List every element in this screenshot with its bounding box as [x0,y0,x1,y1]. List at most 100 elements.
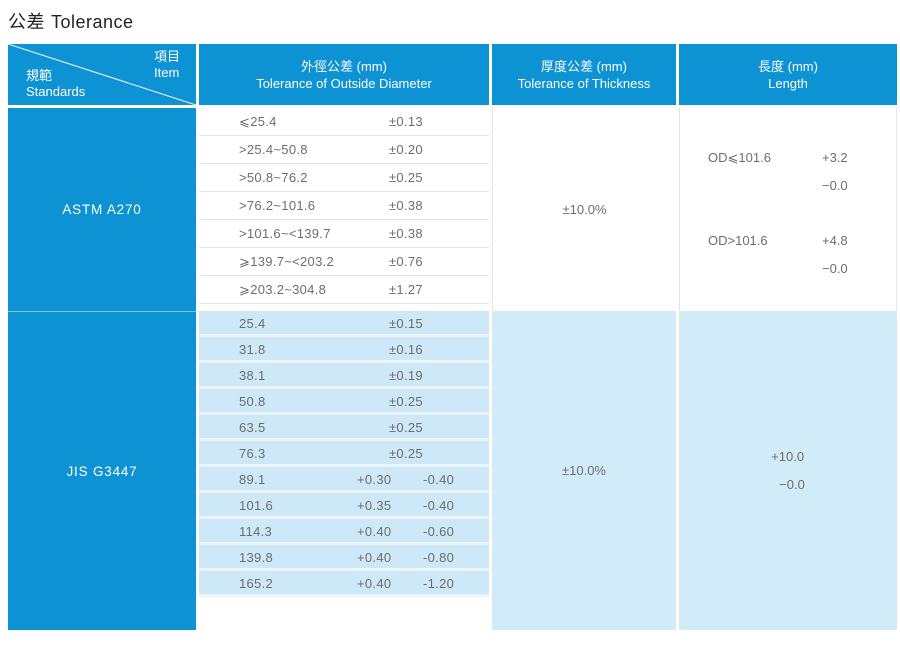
od-tolerance-value: ±0.25 [389,394,423,409]
header-item-en: Item [153,65,180,80]
header-thickness-column: 厚度公差 (mm) Tolerance of Thickness [492,44,676,105]
od-row: ⩽25.4 ±0.13 [199,108,489,136]
length-tolerance-jis: +10.0 −0.0 [771,443,805,499]
od-row: >76.2~101.6 ±0.38 [199,192,489,220]
od-tolerance-minus: -1.20 [423,576,455,591]
od-tolerance-value: ±0.38 [389,198,423,213]
thickness-value-jis: ±10.0% [562,463,606,478]
od-row: 38.1 ±0.19 [199,363,489,389]
od-tolerance-plus: +0.40 [357,550,392,565]
od-row: 31.8 ±0.16 [199,337,489,363]
od-tolerance-minus: -0.40 [423,472,455,487]
diagonal-divider-line [8,44,196,105]
header-item-label: 項目 Item [154,49,180,81]
od-range-value: 89.1 [239,472,266,487]
header-thickness-en: Tolerance of Thickness [517,75,651,91]
od-tolerance-minus: -0.40 [423,498,455,513]
page-title: 公差 Tolerance [8,8,140,34]
header-length-zh: 長度 (mm) [758,58,818,74]
header-od-column: 外徑公差 (mm) Tolerance of Outside Diameter [199,44,489,105]
header-od-en: Tolerance of Outside Diameter [256,75,432,91]
od-tolerance-plus: +0.40 [357,576,392,591]
od-tolerance-minus: -0.80 [423,550,455,565]
od-tolerance-value: ±0.76 [389,254,423,269]
header-standards-en: Standards [26,84,86,99]
od-tolerance-value: ±0.25 [389,420,423,435]
od-range-value: >76.2~101.6 [239,198,316,213]
od-range-value: 63.5 [239,420,266,435]
od-row: 50.8 ±0.25 [199,389,489,415]
od-tolerance-value: ±0.13 [389,114,423,129]
od-tolerance-plus: +0.35 [357,498,392,513]
thickness-cell-jis: ±10.0% [492,311,676,630]
od-range-value: 165.2 [239,576,274,591]
header-corner-cell: 項目 Item 規範 Standards [8,44,196,105]
length-cell-jis: +10.0 −0.0 [679,311,897,630]
length-minus-value: −0.0 [779,476,805,492]
od-range-value: >25.4~50.8 [239,142,308,157]
od-tolerance-value: ±0.15 [389,316,423,331]
od-tolerance-value: ±0.25 [389,170,423,185]
od-range-value: 31.8 [239,342,266,357]
length-minus-value: −0.0 [822,261,848,276]
od-tolerance-value: ±0.20 [389,142,423,157]
header-length-en: Length [768,75,808,91]
od-row: 114.3 +0.40 -0.60 [199,519,489,545]
tolerance-table: 項目 Item 規範 Standards 外徑公差 (mm) Tolerance… [8,44,897,630]
od-range-value: ⩾139.7~<203.2 [239,254,335,269]
header-standards-label: 規範 Standards [26,68,85,100]
length-plus-value: +10.0 [771,448,805,464]
od-row: 89.1 +0.30 -0.40 [199,467,489,493]
od-row: ⩾139.7~<203.2 ±0.76 [199,248,489,276]
standard-label-astm: ASTM A270 [62,202,142,217]
od-row: 63.5 ±0.25 [199,415,489,441]
od-row: 101.6 +0.35 -0.40 [199,493,489,519]
length-minus-value: −0.0 [822,178,848,193]
header-item-zh: 項目 [153,49,180,64]
od-range-value: 114.3 [239,524,273,539]
od-range-value: ⩾203.2~304.8 [239,282,327,297]
od-row: 25.4 ±0.15 [199,311,489,337]
length-condition-group: OD⩽101.6 +3.2 −0.0 [680,144,896,200]
od-row: ⩾203.2~304.8 ±1.27 [199,276,489,304]
od-row: 139.8 +0.40 -0.80 [199,545,489,571]
od-tolerance-value: ±0.38 [389,226,423,241]
od-rows-jis: 25.4 ±0.15 31.8 ±0.16 38.1 ±0.19 50.8 ±0.25 63.5… [199,311,489,630]
od-range-value: 50.8 [239,394,266,409]
standard-label-jis: JIS G3447 [66,463,138,479]
length-condition: OD⩽101.6 [708,150,771,165]
od-tolerance-value: ±1.27 [389,282,423,297]
header-od-zh: 外徑公差 (mm) [301,58,387,74]
thickness-cell-astm: ±10.0% [492,108,676,311]
od-row: 76.3 ±0.25 [199,441,489,467]
od-tolerance-value: ±0.19 [389,368,423,383]
length-condition-group: OD>101.6 +4.8 −0.0 [680,227,896,283]
od-range-value: 139.8 [239,550,274,565]
page-title-zh: 公差 [8,12,45,32]
standard-cell-astm: ASTM A270 [8,108,196,311]
od-range-value: 101.6 [239,498,274,513]
od-row: >50.8~76.2 ±0.25 [199,164,489,192]
od-tolerance-plus: +0.40 [357,524,392,539]
od-tolerance-plus: +0.30 [357,472,392,487]
length-plus-value: +3.2 [822,150,848,165]
page-title-en: Tolerance [51,12,134,32]
od-range-value: 25.4 [239,316,266,331]
length-plus-value: +4.8 [822,233,848,248]
header-standards-zh: 規範 [26,68,53,83]
standard-cell-jis: JIS G3447 [8,311,196,630]
thickness-value-astm: ±10.0% [562,202,607,217]
od-tolerance-minus: -0.60 [423,524,455,539]
od-range-value: 38.1 [239,368,266,383]
od-row: >101.6~<139.7 ±0.38 [199,220,489,248]
od-row: >25.4~50.8 ±0.20 [199,136,489,164]
header-thickness-zh: 厚度公差 (mm) [541,58,627,74]
od-range-value: ⩽25.4 [239,114,277,129]
od-range-value: 76.3 [239,446,266,461]
length-cell-astm: OD⩽101.6 +3.2 −0.0 OD>101.6 +4.8 −0.0 [679,108,897,311]
length-condition: OD>101.6 [708,233,768,248]
header-length-column: 長度 (mm) Length [679,44,897,105]
od-row: 165.2 +0.40 -1.20 [199,571,489,597]
od-tolerance-value: ±0.25 [389,446,423,461]
